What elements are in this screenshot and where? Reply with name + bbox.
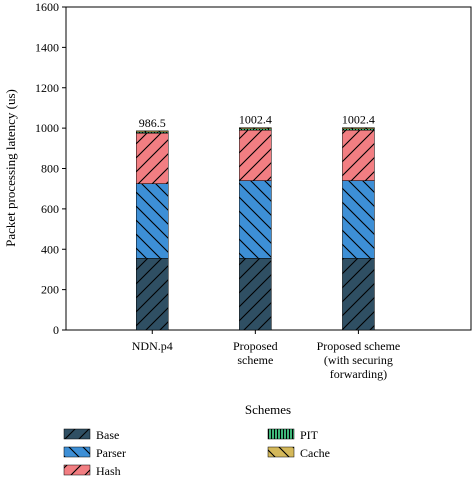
bar-total-label: 1002.4 [342,113,375,127]
bar-base-hatch [342,258,375,331]
x-tick-label: forwarding) [330,367,387,381]
legend-item-hash: Hash [63,464,121,478]
y-tick-label: 1400 [35,40,59,54]
bar-hash-hatch [239,129,272,181]
bar-total-label: 1002.4 [239,113,272,127]
legend-item-cache: Cache [267,446,330,460]
x-tick-label: scheme [237,353,273,367]
bar-base-hatch [136,258,169,331]
y-tick-label: 600 [41,202,59,216]
x-tick-label: (with securing [324,353,393,367]
legend-label: Base [96,428,119,442]
y-tick-label: 1200 [35,81,59,95]
legend-item-pit: PIT [267,428,319,442]
bar-parser-hatch [136,183,169,259]
legend-item-parser: Parser [63,446,126,460]
legend-swatch-hatch [267,428,295,440]
y-axis-label: Packet processing latency (us) [3,89,18,247]
legend-label: PIT [300,428,319,442]
legend-swatch-hatch [63,446,91,458]
y-tick-label: 1600 [35,0,59,14]
bar-total-label: 986.5 [139,116,166,130]
legend: Base Parser Hash PIT Cache [63,428,330,478]
x-tick-label: Proposed scheme [317,339,401,353]
legend-swatch-hatch [267,446,295,458]
x-tick-label: Proposed [233,339,278,353]
bar-cache-hatch [239,127,272,129]
bar-base-hatch [239,258,272,331]
y-tick-label: 800 [41,162,59,176]
bar-parser-hatch [342,180,375,259]
y-tick-label: 400 [41,242,59,256]
legend-swatch-hatch [63,428,91,440]
y-tick-label: 1000 [35,121,59,135]
legend-item-base: Base [63,428,119,442]
legend-label: Cache [300,446,330,460]
x-axis-label: Schemes [245,402,291,417]
legend-label: Parser [96,446,126,460]
y-axis: 0 200 400 600 800 1000 1200 1400 1600 [35,0,66,337]
bar-cache-hatch [342,127,375,129]
y-tick-label: 200 [41,283,59,297]
legend-swatch-hatch [63,464,91,476]
bar-cache-hatch [136,130,169,133]
bar-hash-hatch [342,129,375,181]
legend-label: Hash [96,464,121,478]
bars: 986.5 1002.4 1002.4 [136,113,375,331]
y-tick-label: 0 [53,323,59,337]
bar-hash-hatch [136,132,169,184]
x-tick-label: NDN.p4 [132,339,173,353]
bar-parser-hatch [239,180,272,259]
